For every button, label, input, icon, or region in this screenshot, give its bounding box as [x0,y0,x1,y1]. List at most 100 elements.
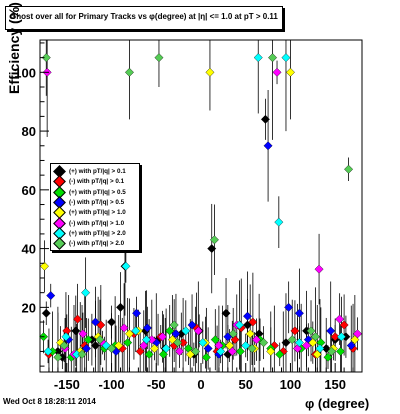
data-point [207,244,217,254]
data-point [306,326,316,336]
data-point [243,311,252,321]
x-tick-label: 0 [197,377,204,392]
data-point [119,323,129,333]
data-point [181,326,191,336]
data-point [259,338,269,348]
data-point [330,332,340,342]
y-tick-label: 60 [22,183,36,198]
y-axis-label: Efficiency (%) [6,2,22,94]
data-point [251,335,261,345]
chart-title: Ghost over all for Primary Tracks vs φ(d… [10,12,278,21]
data-point [175,346,185,356]
y-tick-label: 100 [14,65,36,80]
data-point [235,346,245,356]
x-tick-label: 150 [324,377,346,392]
x-tick-label: -100 [99,377,125,392]
data-point [272,67,282,77]
data-point [121,261,131,271]
data-point [209,235,219,245]
data-point [141,335,151,345]
data-point [247,344,257,353]
data-point [77,349,87,359]
data-point [266,346,276,356]
data-point [41,308,51,318]
legend-marker [53,237,66,250]
data-point [253,53,263,63]
data-point [124,329,134,339]
data-point [191,346,201,356]
data-point [187,320,197,330]
data-point [43,346,53,356]
data-point [169,320,179,330]
data-point [144,349,154,359]
data-point [90,341,100,351]
data-point [294,308,304,318]
legend-entry: (+) with pT/|q| > 0.5 [53,185,126,199]
timestamp: Wed Oct 8 18:28:11 2014 [3,397,96,406]
data-point [46,291,56,301]
legend-entry: (+) with pT/|q| > 0.1 [53,165,126,178]
data-point [59,341,69,351]
legend-entry: (-) with pT/|q| > 0.5 [53,196,124,209]
data-point [107,317,117,327]
data-point [198,338,208,348]
legend-label: (+) with pT/|q| > 0.5 [69,188,126,196]
data-point [230,335,240,345]
data-point [82,344,91,353]
data-point [210,335,220,345]
data-point [53,352,63,362]
data-point [221,308,231,318]
legend-label: (+) with pT/|q| > 0.1 [69,168,126,176]
data-point [268,53,278,63]
x-axis-label: φ (degree) [305,396,370,411]
data-point [315,344,325,353]
legend-label: (-) with pT/|q| > 2.0 [69,240,125,248]
data-point [71,326,81,336]
chart-title-box: Ghost over all for Primary Tracks vs φ(d… [5,6,283,30]
legend-entry: (+) with pT/|q| > 2.0 [53,226,126,240]
legend-entry: (-) with pT/|q| > 0.1 [53,175,125,189]
data-point [73,314,83,324]
data-point [311,332,320,342]
data-point [327,346,337,356]
data-point [41,53,51,63]
data-point [173,338,183,348]
data-point [158,332,168,342]
legend-label: (+) with pT/|q| > 1.0 [69,209,126,217]
data-point [193,326,203,336]
data-point [95,335,105,345]
x-tick-label: 50 [238,377,252,392]
x-tick-label: -150 [54,377,80,392]
y-tick-label: 20 [22,300,36,315]
data-point [326,326,336,336]
x-tick-label: 100 [280,377,302,392]
data-point [161,344,171,353]
data-point [107,344,117,353]
legend-label: (-) with pT/|q| > 1.0 [69,219,125,227]
data-point [335,314,345,324]
data-point [344,164,354,174]
data-point [353,329,363,339]
data-point [116,302,125,312]
data-point [248,317,258,327]
data-point [290,326,300,336]
legend-label: (-) with pT/|q| > 0.1 [69,178,125,186]
data-point [274,217,284,227]
data-point [123,338,133,348]
data-point [260,114,270,124]
data-point [336,332,346,342]
data-point [263,141,273,151]
data-point [216,346,226,356]
data-point [302,341,312,351]
data-point [165,326,175,336]
data-point [228,329,238,339]
data-point [61,332,71,342]
data-point [131,326,141,336]
data-point [294,338,304,348]
data-point [323,352,333,362]
legend-entry: (+) with pT/|q| > 1.0 [53,206,126,220]
data-point [285,67,295,77]
data-point [132,308,142,318]
data-point [234,320,244,330]
